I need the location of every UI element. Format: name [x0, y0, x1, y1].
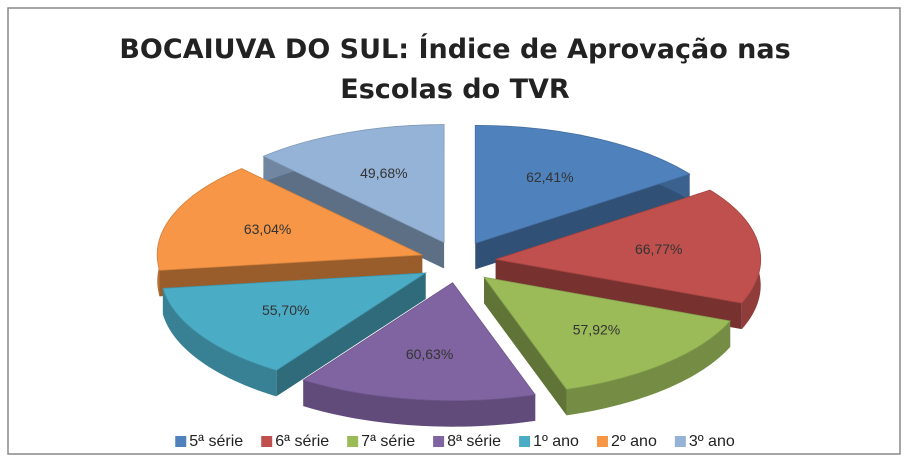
legend-label: 8ª série: [447, 433, 501, 450]
pie-slice-group: 63,04%: [156, 168, 423, 297]
slice-side-wall: [276, 272, 426, 397]
slice-side-wall: [475, 174, 690, 270]
legend-swatch: [433, 436, 445, 447]
legend: 5ª série 6ª série 7ª série 8ª série 1º ano 2º…: [175, 433, 735, 450]
pie-slice-group: 60,63%: [302, 282, 536, 427]
legend-swatch: [674, 436, 686, 447]
pie-slice: [495, 189, 762, 304]
pie-slice-group: 57,92%: [483, 276, 731, 416]
data-label: 55,70%: [262, 302, 309, 318]
slice-outer-wall: [566, 320, 731, 416]
legend-label: 2º ano: [611, 433, 657, 450]
slice-outer-wall: [303, 380, 536, 427]
legend-swatch: [347, 436, 359, 447]
pie-slice-group: 49,68%: [262, 124, 445, 269]
legend-swatch: [519, 436, 531, 447]
pie-slice: [483, 276, 731, 390]
legend-label: 7ª série: [361, 433, 415, 450]
slice-side-wall: [263, 156, 445, 269]
data-label: 57,92%: [573, 321, 620, 337]
pie-slice: [302, 282, 536, 402]
pie-slice-group: 66,77%: [495, 189, 762, 330]
legend-label: 6ª série: [275, 433, 329, 450]
legend-label: 3º ano: [689, 433, 735, 450]
legend-swatch: [596, 436, 608, 447]
data-label: 62,41%: [526, 169, 573, 185]
pie-slice: [156, 168, 423, 271]
data-label: 49,68%: [360, 165, 407, 181]
data-label: 63,04%: [244, 221, 291, 237]
slice-side-wall: [484, 277, 567, 416]
pie-slice: [474, 124, 691, 244]
legend-swatch: [175, 436, 187, 447]
pie-slice: [162, 272, 428, 371]
chart-title: BOCAIUVA DO SUL: Índice de Aprovação nas…: [119, 33, 790, 105]
data-label: 60,63%: [406, 346, 453, 362]
data-label: 66,77%: [635, 241, 682, 257]
slice-outer-wall: [162, 288, 277, 397]
pie-slice: [262, 124, 445, 244]
legend-label: 1º ano: [533, 433, 579, 450]
legend-swatch: [261, 436, 273, 447]
pie-slice-group: 62,41%: [474, 124, 691, 270]
slice-side-wall: [495, 259, 742, 330]
legend-label: 5ª série: [189, 433, 243, 450]
pie-slice-group: 55,70%: [162, 272, 428, 397]
